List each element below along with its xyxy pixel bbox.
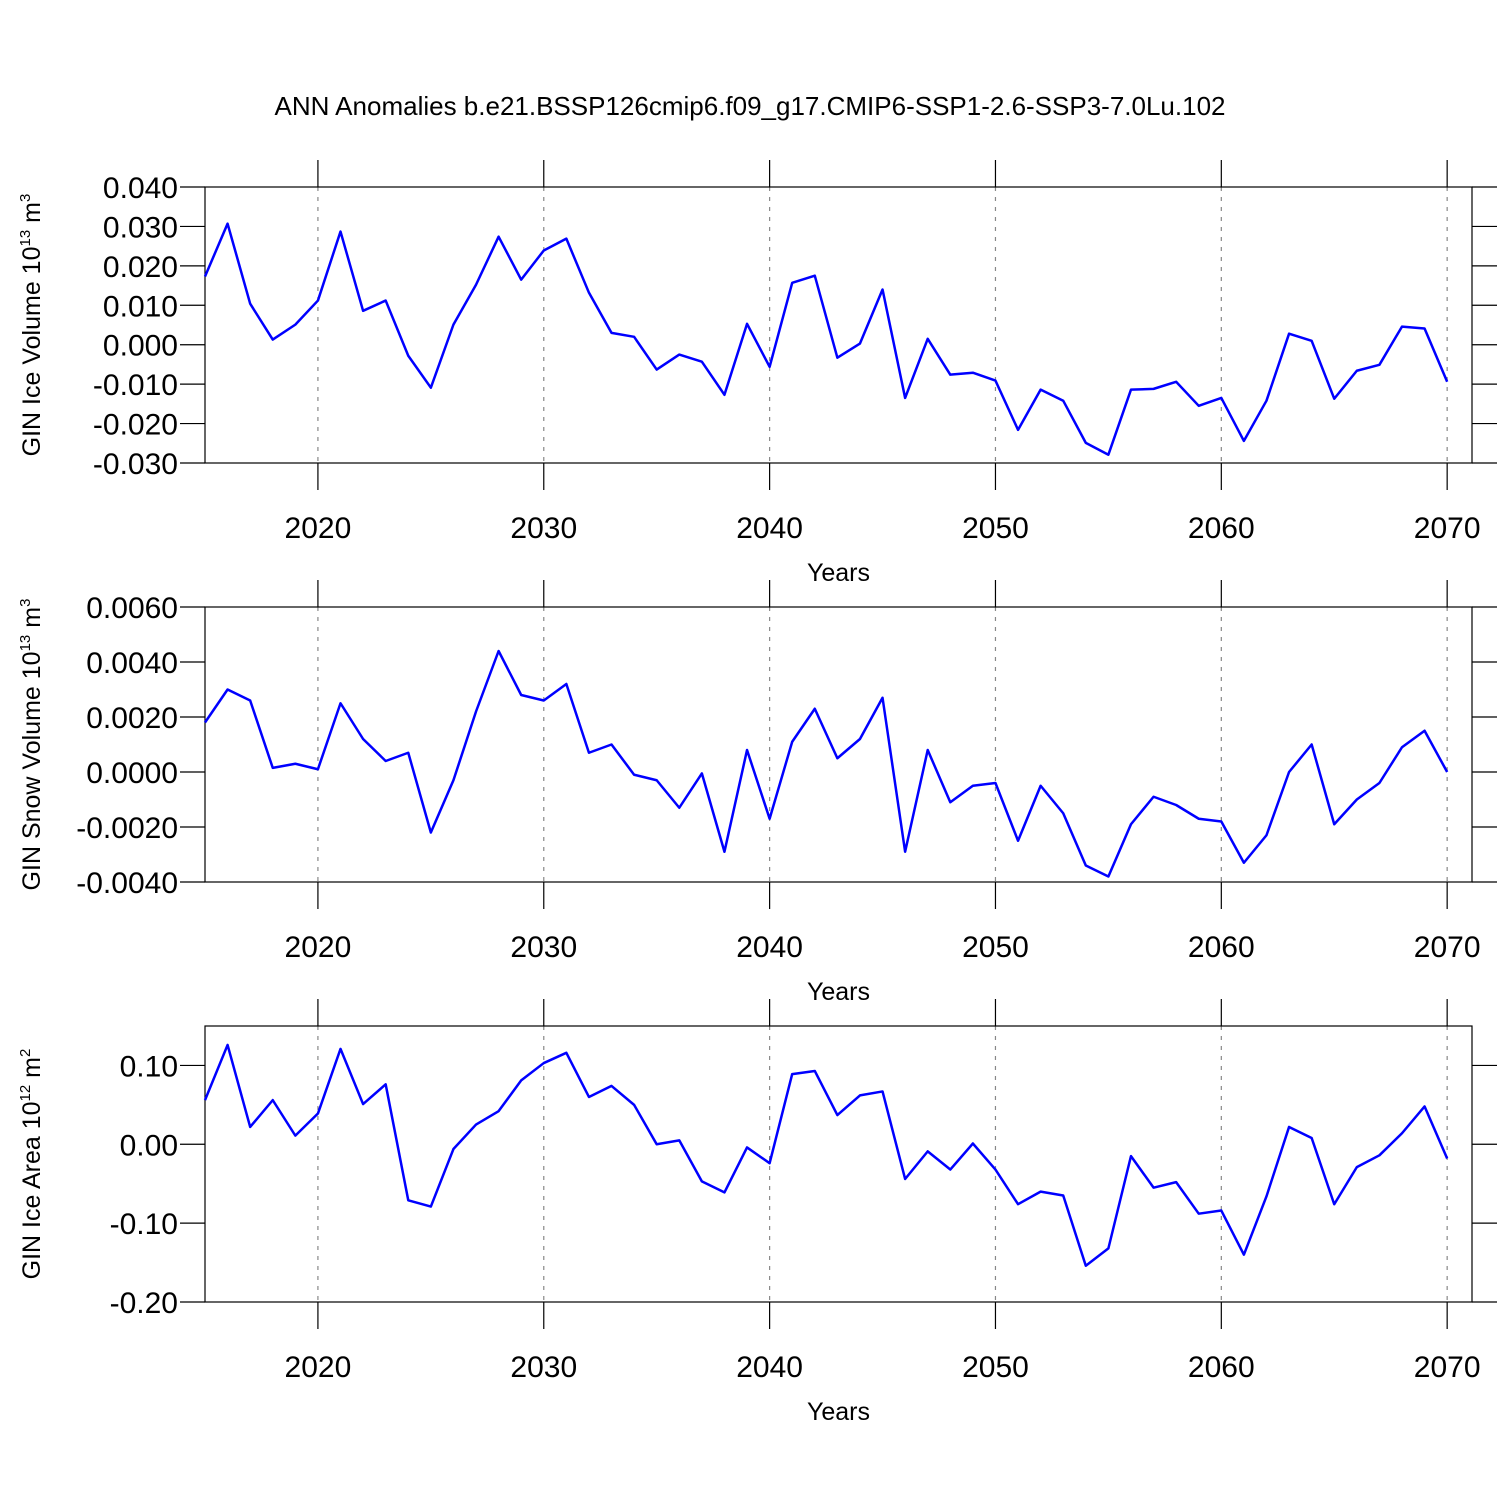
data-line [203, 649, 1449, 878]
x-tick-label: 2020 [285, 1351, 352, 1384]
y-tick-label: -0.030 [93, 448, 178, 481]
x-tick-label: 2070 [1414, 512, 1481, 545]
y-tick-label: 0.0040 [86, 647, 178, 680]
plot-frame [204, 186, 1473, 464]
x-tick-label: 2040 [736, 1351, 803, 1384]
y-axis-label-unit-power: 3 [17, 194, 34, 202]
panel: 2020 2030 2040 2050 2060 2070 -0.0040 -0.0020 0.… [17, 580, 1497, 1006]
panel: 2020 2030 2040 2050 2060 2070 -0.030 -0.020 -0.0… [17, 160, 1497, 587]
x-axis-label: Years [807, 1398, 870, 1426]
x-axis-label: Years [807, 978, 870, 1006]
y-tick-label: 0.030 [103, 211, 178, 244]
x-tick-label: 2030 [510, 1351, 577, 1384]
plot-frame [204, 606, 1473, 883]
data-line [203, 1043, 1449, 1267]
y-axis-label-power: 12 [17, 1085, 34, 1102]
plot-frame [204, 1025, 1473, 1303]
panel: 2020 2030 2040 2050 2060 2070 -0.20 -0.10 0.00 0.… [17, 999, 1497, 1426]
y-tick-label: -0.20 [110, 1287, 178, 1320]
x-tick-label: 2020 [285, 931, 352, 964]
y-tick-label: 0.020 [103, 251, 178, 284]
y-axis-label: GIN Snow Volume 1013 m3 [17, 599, 46, 891]
x-tick-label: 2040 [736, 512, 803, 545]
x-tick-label: 2050 [962, 512, 1029, 545]
y-axis-label: GIN Ice Area 1012 m2 [17, 1049, 46, 1280]
x-tick-label: 2070 [1414, 931, 1481, 964]
y-tick-label: 0.00 [120, 1129, 178, 1162]
x-tick-label: 2070 [1414, 1351, 1481, 1384]
y-tick-label: -0.0040 [76, 867, 178, 900]
y-tick-label: 0.0020 [86, 702, 178, 735]
x-tick-label: 2050 [962, 1351, 1029, 1384]
x-tick-label: 2060 [1188, 931, 1255, 964]
y-axis-label-text: GIN Ice Volume 10 [18, 247, 46, 457]
x-axis-label: Years [807, 559, 870, 587]
y-tick-label: 0.000 [103, 330, 178, 363]
y-axis-label-power: 13 [17, 635, 34, 652]
x-tick-label: 2060 [1188, 512, 1255, 545]
x-tick-label: 2020 [285, 512, 352, 545]
y-axis-label-unit: m [18, 607, 46, 628]
y-tick-label: -0.10 [110, 1208, 178, 1241]
y-tick-label: 0.0000 [86, 757, 178, 790]
x-tick-label: 2040 [736, 931, 803, 964]
y-tick-label: -0.010 [93, 369, 178, 402]
y-axis-label-text: GIN Ice Area 10 [18, 1101, 46, 1279]
y-axis-label: GIN Ice Volume 1013 m3 [17, 194, 46, 457]
y-axis-label-power: 13 [17, 230, 34, 247]
y-axis-label-unit-power: 2 [17, 1049, 34, 1057]
y-tick-label: 0.040 [103, 172, 178, 205]
y-tick-label: 0.10 [120, 1050, 178, 1083]
y-axis-label-unit: m [18, 1057, 46, 1078]
data-line [203, 222, 1449, 456]
y-tick-label: 0.010 [103, 290, 178, 323]
y-axis-label-unit: m [18, 202, 46, 223]
x-tick-label: 2030 [510, 512, 577, 545]
y-axis-label-unit-power: 3 [17, 599, 34, 607]
x-tick-label: 2060 [1188, 1351, 1255, 1384]
y-tick-label: 0.0060 [86, 592, 178, 625]
y-tick-label: -0.0020 [76, 812, 178, 845]
x-tick-label: 2050 [962, 931, 1029, 964]
x-tick-label: 2030 [510, 931, 577, 964]
y-axis-label-text: GIN Snow Volume 10 [18, 651, 46, 890]
figure-title: ANN Anomalies b.e21.BSSP126cmip6.f09_g17… [275, 91, 1226, 121]
y-tick-label: -0.020 [93, 409, 178, 442]
